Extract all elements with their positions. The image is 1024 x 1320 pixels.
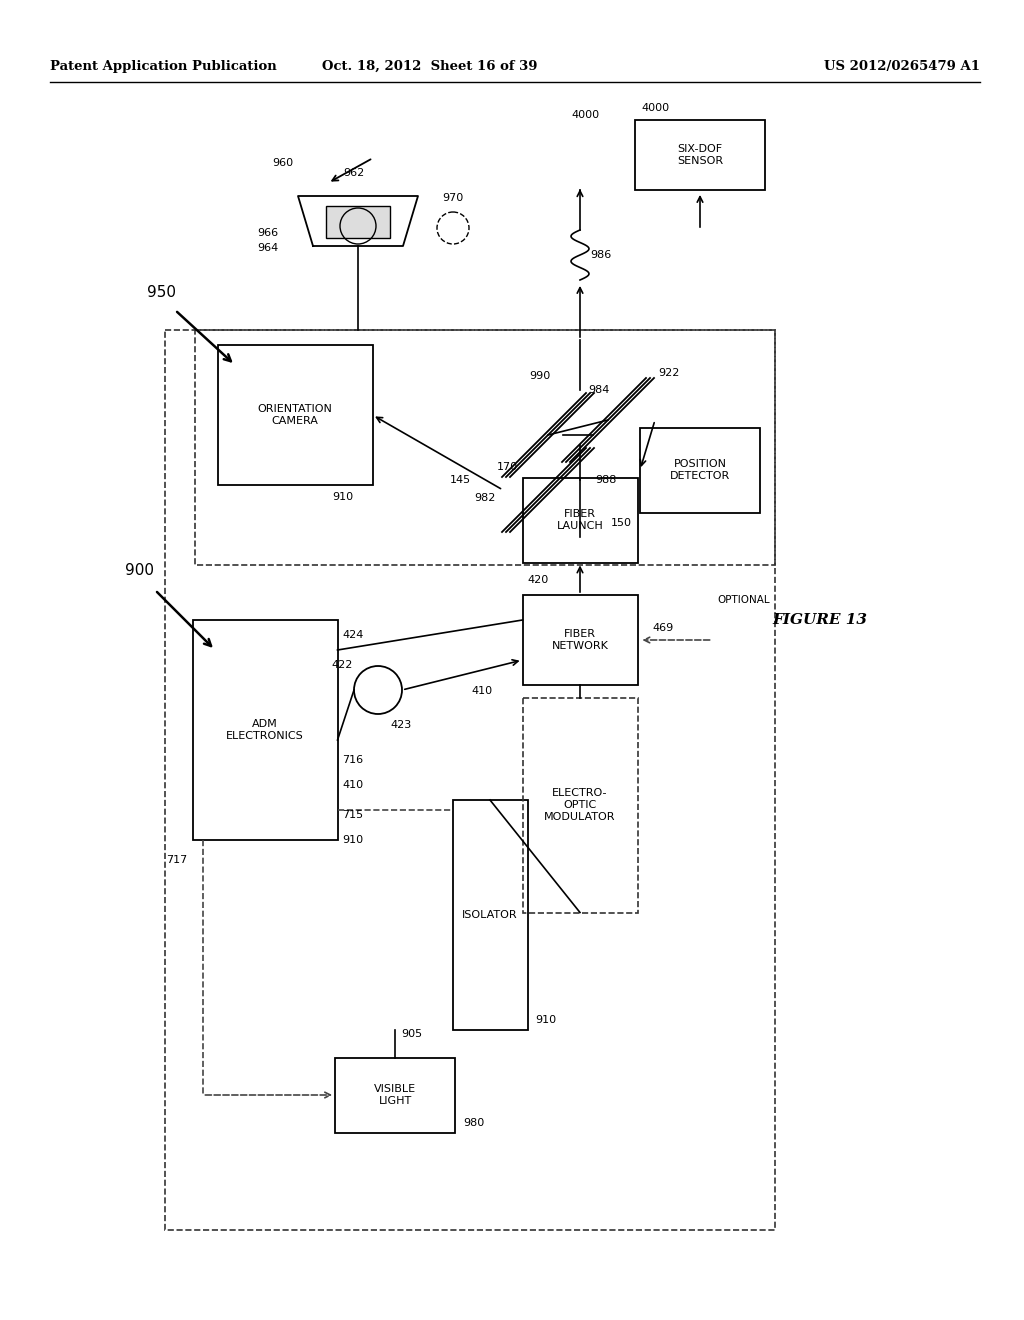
- Text: 422: 422: [332, 660, 353, 671]
- Text: 970: 970: [442, 193, 464, 203]
- Text: 905: 905: [401, 1028, 422, 1039]
- Text: SIX-DOF
SENSOR: SIX-DOF SENSOR: [677, 144, 723, 166]
- Text: Oct. 18, 2012  Sheet 16 of 39: Oct. 18, 2012 Sheet 16 of 39: [323, 59, 538, 73]
- Text: Patent Application Publication: Patent Application Publication: [50, 59, 276, 73]
- Text: 423: 423: [390, 719, 412, 730]
- Text: 4000: 4000: [642, 103, 670, 114]
- Bar: [165, 330, 775, 1230]
- Text: 170: 170: [497, 462, 517, 473]
- Text: 990: 990: [529, 371, 551, 381]
- Text: 984: 984: [588, 385, 609, 395]
- Text: ORIENTATION
CAMERA: ORIENTATION CAMERA: [258, 404, 333, 426]
- Bar: [522, 595, 638, 685]
- Text: 982: 982: [475, 492, 496, 503]
- Text: POSITION
DETECTOR: POSITION DETECTOR: [670, 459, 730, 480]
- Text: 922: 922: [658, 368, 679, 378]
- Text: 966: 966: [257, 228, 278, 238]
- Text: 410: 410: [342, 780, 364, 789]
- Text: ISOLATOR: ISOLATOR: [462, 909, 518, 920]
- Text: 900: 900: [126, 564, 155, 578]
- Text: 717: 717: [166, 855, 187, 865]
- Bar: [453, 800, 527, 1030]
- Bar: [335, 1057, 455, 1133]
- Text: 910: 910: [332, 492, 353, 502]
- Text: 950: 950: [147, 285, 176, 300]
- Text: 145: 145: [450, 475, 471, 484]
- Text: 4000: 4000: [571, 110, 600, 120]
- Text: 910: 910: [536, 1015, 557, 1026]
- Bar: [640, 428, 760, 512]
- Text: 716: 716: [342, 755, 364, 766]
- Text: 980: 980: [463, 1118, 484, 1127]
- Text: US 2012/0265479 A1: US 2012/0265479 A1: [824, 59, 980, 73]
- Text: 986: 986: [590, 249, 611, 260]
- Text: 715: 715: [342, 810, 364, 820]
- Bar: [522, 478, 638, 562]
- Text: 420: 420: [527, 576, 549, 585]
- Text: 150: 150: [611, 517, 632, 528]
- Text: OPTIONAL: OPTIONAL: [718, 595, 770, 605]
- Text: 964: 964: [257, 243, 278, 253]
- Text: 988: 988: [595, 475, 616, 484]
- Text: 910: 910: [342, 836, 364, 845]
- Bar: [522, 697, 638, 912]
- Text: ELECTRO-
OPTIC
MODULATOR: ELECTRO- OPTIC MODULATOR: [544, 788, 615, 821]
- Text: 410: 410: [471, 686, 493, 696]
- Text: VISIBLE
LIGHT: VISIBLE LIGHT: [374, 1084, 416, 1106]
- Bar: [217, 345, 373, 484]
- Text: ADM
ELECTRONICS: ADM ELECTRONICS: [226, 719, 304, 741]
- Text: 424: 424: [342, 630, 364, 640]
- Text: FIGURE 13: FIGURE 13: [772, 612, 867, 627]
- Bar: [635, 120, 765, 190]
- Text: 960: 960: [272, 158, 294, 168]
- Text: 469: 469: [652, 623, 674, 634]
- Bar: [326, 206, 390, 238]
- Text: 962: 962: [343, 168, 365, 178]
- Text: FIBER
NETWORK: FIBER NETWORK: [552, 630, 608, 651]
- Bar: [193, 620, 338, 840]
- Text: FIBER
LAUNCH: FIBER LAUNCH: [557, 510, 603, 531]
- Bar: [195, 330, 775, 565]
